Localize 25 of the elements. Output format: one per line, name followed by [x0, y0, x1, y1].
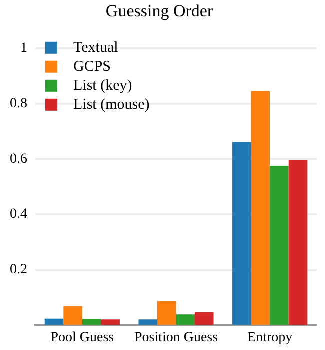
y-tick-label: 0.6	[10, 152, 28, 167]
y-tick-label: 0.4	[10, 207, 28, 222]
bar	[82, 319, 102, 326]
bar	[195, 312, 214, 326]
y-tick-label: 1	[20, 41, 28, 56]
x-tick-label: Position Guess	[134, 330, 218, 346]
bar	[157, 301, 176, 326]
bar	[101, 320, 120, 326]
bar	[176, 314, 196, 326]
legend-label: List (key)	[74, 78, 132, 94]
legend-label: List (mouse)	[74, 96, 150, 113]
legend-label: Textual	[74, 40, 118, 56]
legend-label: GCPS	[74, 58, 112, 75]
bar	[138, 320, 158, 326]
x-tick-label: Pool Guess	[50, 330, 114, 346]
chart-title: Guessing Order	[106, 2, 214, 21]
bar	[288, 160, 308, 326]
y-tick-label: 0.8	[10, 96, 28, 112]
bar	[251, 91, 270, 326]
bar	[232, 142, 252, 326]
x-tick-label: Entropy	[248, 330, 293, 346]
y-tick-label: 0.2	[10, 262, 28, 278]
bar	[64, 306, 82, 326]
bar	[44, 318, 64, 326]
bar	[270, 166, 289, 326]
